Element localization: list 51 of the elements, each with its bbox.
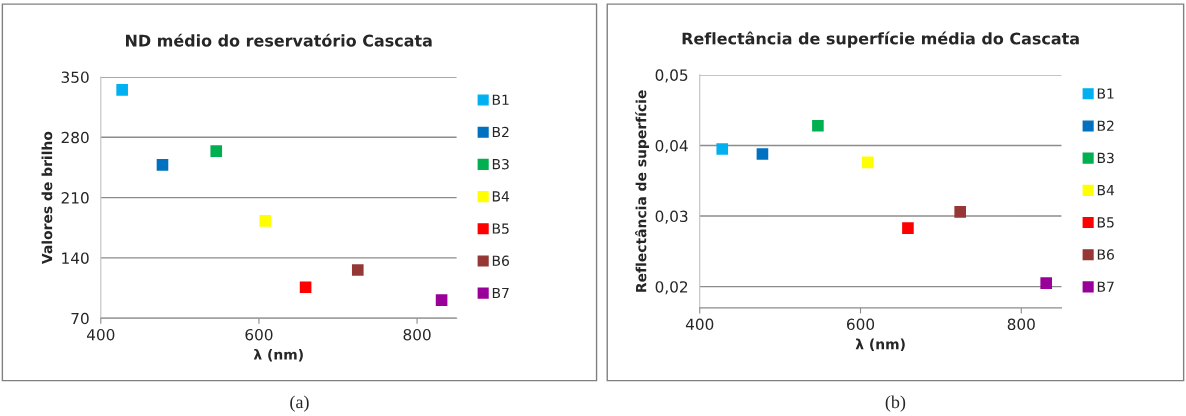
y-tick-label: 0,02: [655, 281, 688, 295]
y-tick-label: 0,03: [655, 210, 688, 224]
x-tick-label: 400: [86, 328, 115, 341]
point: [259, 215, 272, 227]
legend-label: B6: [492, 255, 509, 267]
point: [812, 119, 824, 132]
legend-label: B1: [1097, 88, 1114, 99]
x-tick-label: 600: [245, 328, 273, 341]
legend-label: B7: [1097, 281, 1114, 292]
x-axis-title: λ (nm): [253, 349, 303, 362]
y-axis-title: Reflectância de superfície: [635, 90, 650, 292]
x-tick-label: 800: [403, 328, 431, 341]
point: [156, 159, 169, 171]
chart-title: Reflectância de superfície média do Cascata: [682, 31, 1079, 48]
y-axis-title: Valores de brilho: [41, 131, 53, 265]
text: (a): [290, 395, 309, 412]
point: [299, 281, 312, 294]
point: [435, 294, 448, 306]
y-tick-label: 0,05: [655, 69, 688, 83]
legend-label: B3: [492, 158, 509, 170]
point: [1040, 277, 1053, 289]
legend-label: B4: [492, 191, 510, 202]
legend-label: B3: [1097, 152, 1114, 164]
legend-label: B7: [492, 287, 509, 299]
text: (b): [885, 395, 906, 412]
legend-label: B6: [1097, 249, 1114, 260]
point: [902, 222, 914, 234]
y-tick-label: 350: [61, 71, 89, 83]
y-tick-label: 140: [62, 252, 89, 264]
point: [954, 206, 966, 218]
legend-label: B5: [1097, 217, 1114, 228]
point: [210, 145, 223, 157]
legend-label: B1: [492, 94, 509, 105]
y-tick-label: 0,04: [655, 139, 688, 154]
chart-title: ND médio do reservatório Cascata: [126, 33, 432, 47]
legend-label: B2: [1097, 120, 1114, 131]
x-axis-title: λ (nm): [855, 338, 905, 351]
point: [116, 84, 128, 96]
legend-label: B2: [492, 126, 509, 138]
y-tick-label: 280: [61, 131, 89, 144]
x-tick-label: 400: [685, 318, 714, 331]
legend-label: B5: [492, 223, 509, 234]
legend-label: B4: [1097, 185, 1115, 196]
y-tick-label: 70: [71, 312, 89, 325]
x-tick-label: 800: [1007, 318, 1035, 331]
point: [861, 156, 874, 169]
point: [756, 148, 769, 160]
point: [716, 143, 729, 155]
y-tick-label: 210: [61, 192, 89, 204]
x-tick-label: 600: [847, 318, 875, 331]
point: [351, 264, 364, 276]
